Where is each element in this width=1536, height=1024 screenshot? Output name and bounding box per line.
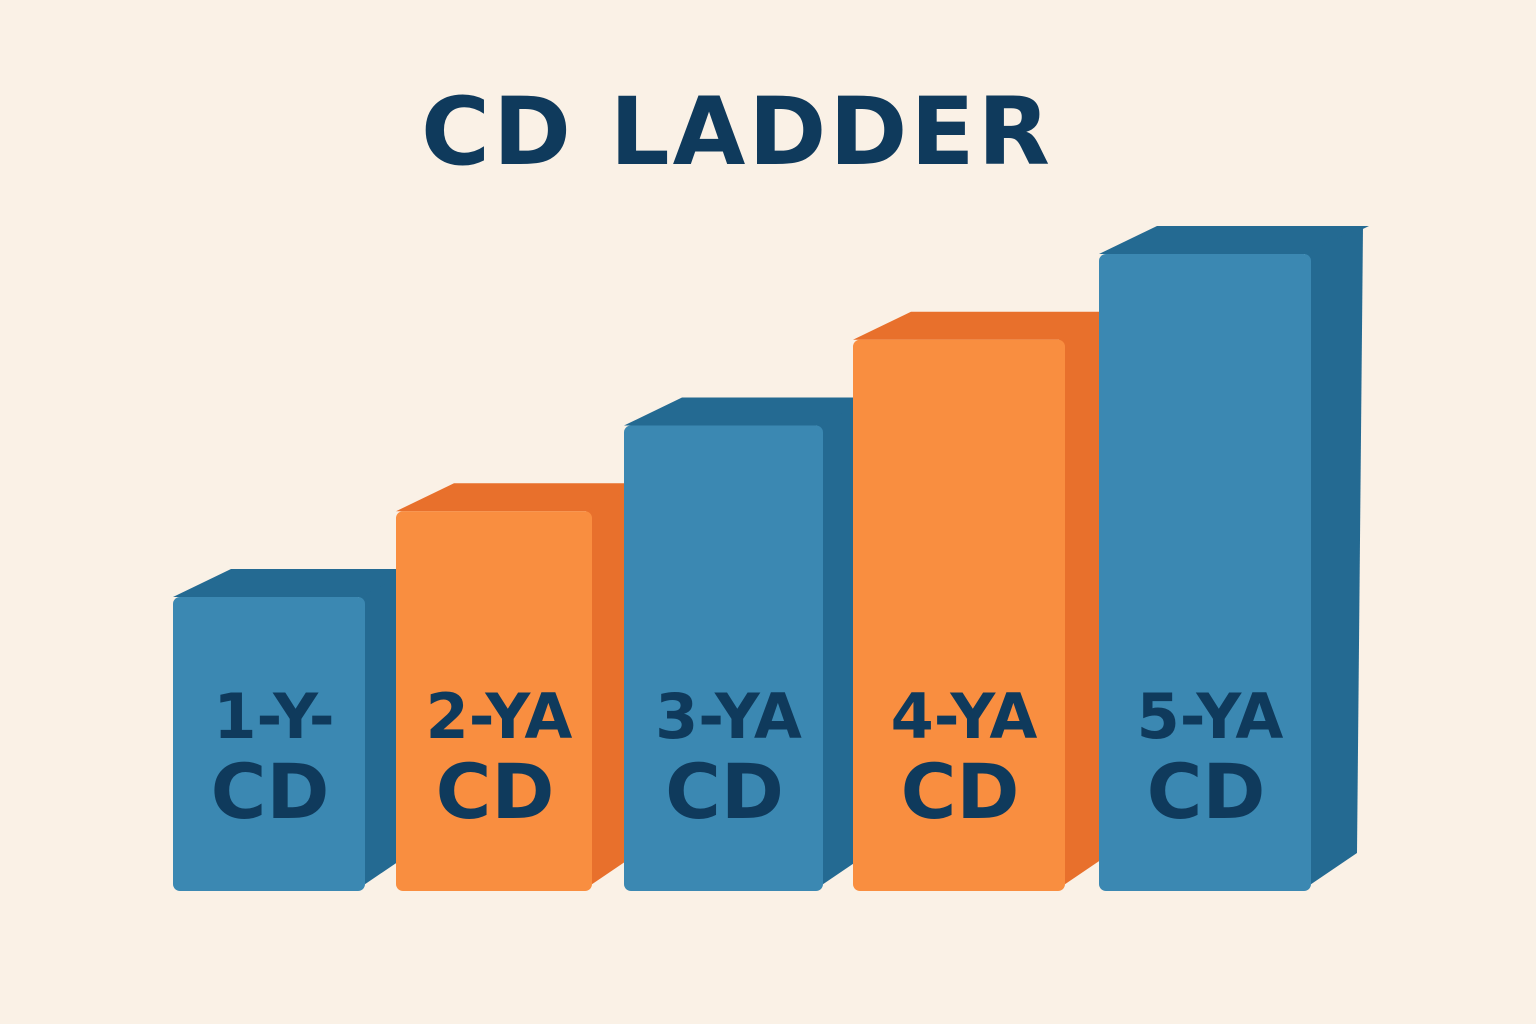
bar-top-face <box>173 569 423 597</box>
bar-front-face <box>396 511 592 891</box>
bar-front-face <box>624 425 823 891</box>
bar-top-face <box>1099 226 1369 254</box>
bar-label-line2: CD <box>436 747 555 836</box>
bar-front-face <box>1099 254 1311 891</box>
bar-top-face <box>624 397 881 426</box>
bar-label-line1: 5-YA <box>1137 680 1284 753</box>
bar-label-line2: CD <box>211 747 330 836</box>
bar-label-line2: CD <box>901 747 1020 836</box>
bar-label-line1: 3-YA <box>655 680 802 753</box>
bar-front-face <box>853 339 1065 891</box>
chart-title: CD LADDER <box>420 78 1054 187</box>
bar-label-line2: CD <box>1147 747 1266 836</box>
bar-label-line1: 4-YA <box>891 680 1038 753</box>
bar-label-line1: 1-Y- <box>213 680 334 753</box>
bar-1: 1-Y-CD <box>173 569 423 891</box>
bar-side-face <box>1301 226 1363 891</box>
bar-top-face <box>853 311 1123 340</box>
bar-top-face <box>396 483 650 512</box>
bar-label-line2: CD <box>665 747 784 836</box>
bar-label-line1: 2-YA <box>426 680 573 753</box>
bar-front-face <box>173 597 365 891</box>
